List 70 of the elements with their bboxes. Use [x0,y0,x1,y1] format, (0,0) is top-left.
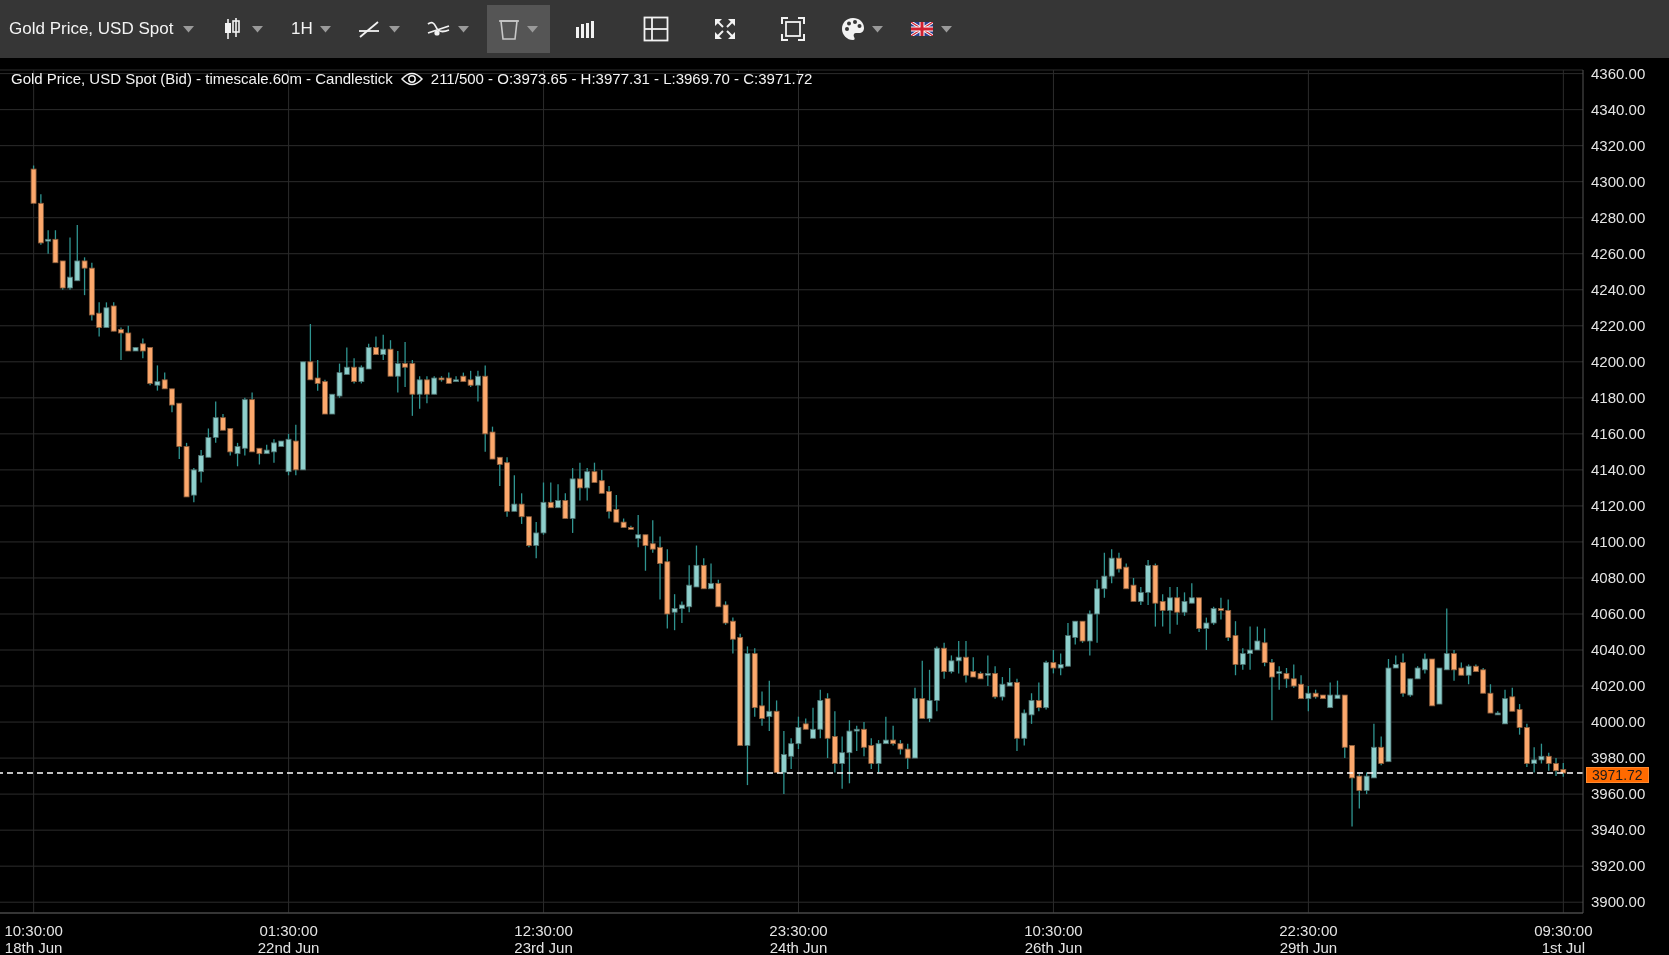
candlestick [154,364,161,392]
x-tick-label: 10:30:00 18th Jun [4,922,63,955]
candlestick [424,375,430,404]
x-tick-label: 01:30:00 22nd Jun [257,922,320,955]
chart-title: Gold Price, USD Spot (Bid) - timescale.60m - Candlestick [11,70,393,87]
candlestick [394,350,401,394]
candlestick [1465,663,1472,685]
candlestick [351,357,357,385]
candlestick [380,334,387,361]
y-tick-label: 4300.00 [1591,172,1646,190]
candlestick [766,679,773,732]
candlestick [1079,620,1086,644]
candlestick [984,654,991,687]
candlestick [562,492,569,520]
candlestick [1167,586,1173,635]
candlestick [511,474,518,512]
x-tick-label: 10:30:00 26th Jun [1024,922,1083,955]
chart-subtitle: 211/500 - O:3973.65 - H:3977.31 - L:3969.70 - C:3971.72 [430,70,813,87]
candlestick [1378,735,1385,766]
candlestick [635,514,642,548]
y-tick-label: 3940.00 [1591,821,1646,839]
candlestick [475,370,481,403]
candlestick [919,660,926,720]
y-tick-label: 4040.00 [1591,641,1646,659]
y-tick-label: 4340.00 [1591,100,1646,118]
ref-line-label: 3971.72 [1586,767,1649,783]
candlestick [1174,586,1181,626]
candlestick [45,229,52,255]
candlestick [941,642,948,680]
candlestick [1050,649,1057,675]
candlestick [700,557,707,590]
y-tick-label: 4080.00 [1591,569,1646,587]
y-tick-label: 3920.00 [1591,857,1646,875]
x-tick-label: 23:30:00 24th Jun [769,922,828,955]
x-tick-label: 22:30:00 29th Jun [1279,922,1338,955]
y-tick-label: 4320.00 [1591,136,1646,154]
x-tick-label: 12:30:00 23rd Jun [514,922,573,955]
y-tick-label: 4100.00 [1591,533,1646,551]
y-tick-label: 4020.00 [1591,677,1646,695]
y-tick-label: 4200.00 [1591,353,1646,371]
candlestick [577,462,583,502]
y-tick-label: 4140.00 [1591,461,1646,479]
text: 1H [291,19,313,39]
candlestick [1035,681,1042,712]
y-tick-label: 4360.00 [1591,64,1646,82]
candlestick [103,301,110,329]
y-tick-label: 3960.00 [1591,785,1646,803]
candlestick [992,665,999,700]
candlestick [584,467,591,502]
candlestick [431,375,438,395]
candlestick [1305,685,1312,712]
y-tick-label: 4240.00 [1591,281,1646,299]
candlestick [373,335,379,356]
y-tick-label: 4260.00 [1591,244,1646,262]
y-tick-label: 4280.00 [1591,208,1646,226]
x-tick-label: 09:30:00 1st Jul [1534,922,1593,955]
y-tick-label: 3900.00 [1591,893,1646,911]
y-tick-label: 3980.00 [1591,749,1646,767]
y-tick-label: 4060.00 [1591,605,1646,623]
y-tick-label: 4000.00 [1591,713,1646,731]
y-tick-label: 4180.00 [1591,389,1646,407]
y-tick-label: 4120.00 [1591,497,1646,515]
candlestick [555,483,561,509]
candlestick [1276,665,1283,691]
y-tick-label: 4220.00 [1591,317,1646,335]
candlestick [708,562,714,590]
y-tick-label: 4160.00 [1591,425,1646,443]
candlestick [547,481,554,509]
text: Gold Price, USD Spot [9,19,174,39]
candlestick [416,375,423,410]
